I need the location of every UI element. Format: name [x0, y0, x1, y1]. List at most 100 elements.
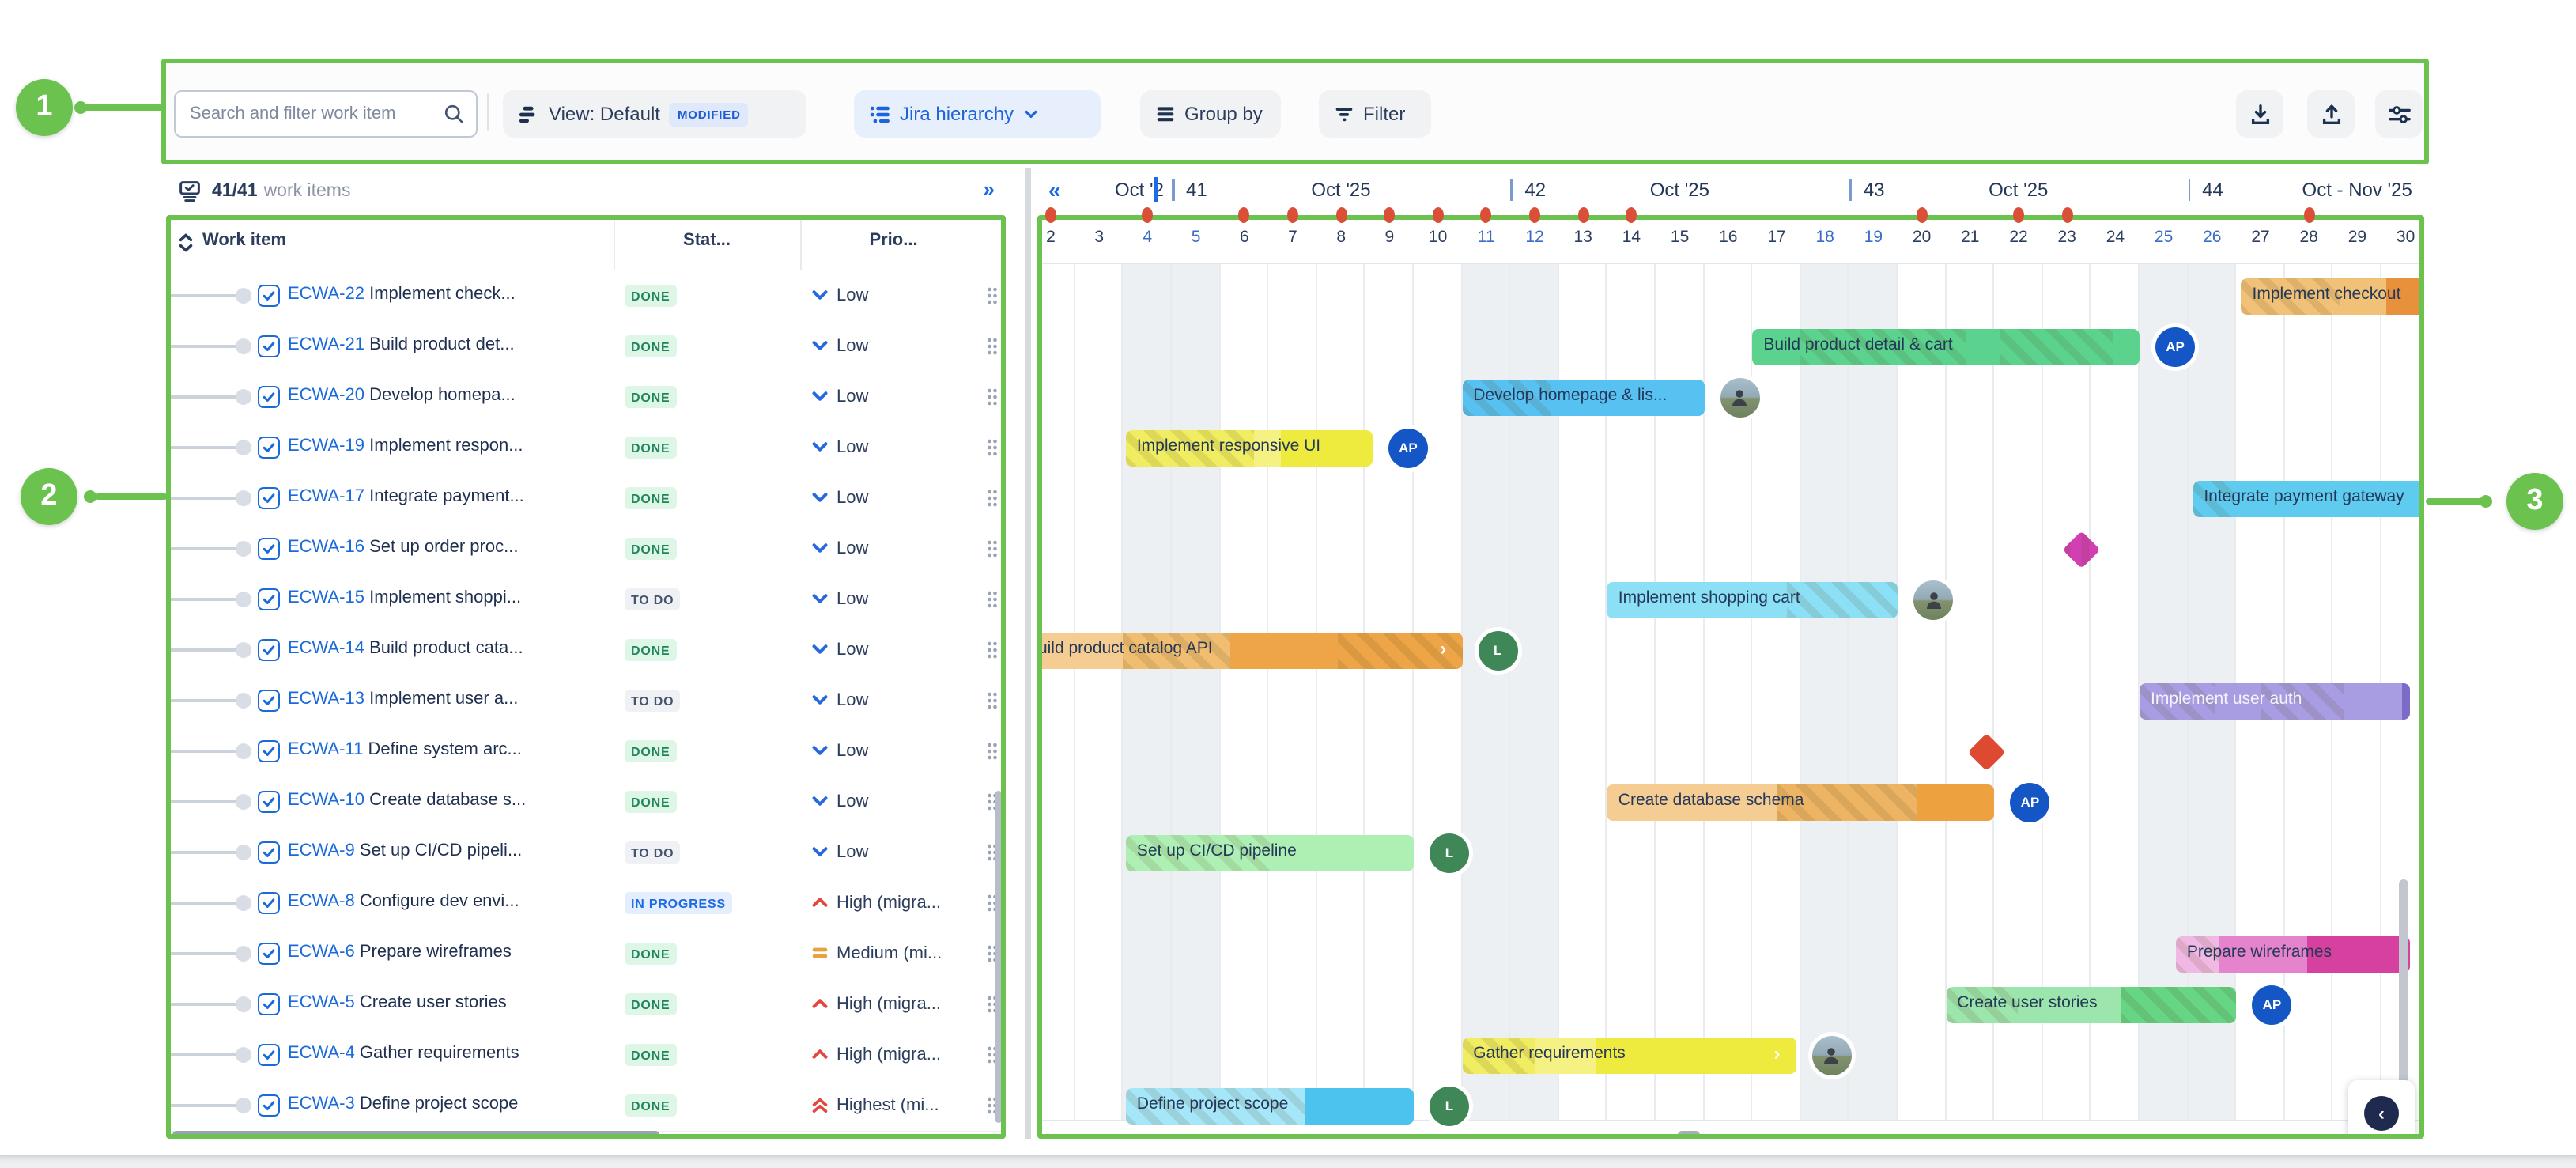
work-item-key[interactable]: ECWA-17 Integrate payment...: [288, 487, 524, 506]
priority-cell[interactable]: High (migra...: [810, 892, 941, 913]
release-marker-dot[interactable]: [1045, 207, 1056, 223]
status-badge[interactable]: DONE: [625, 740, 677, 762]
status-badge[interactable]: DONE: [625, 386, 677, 408]
avatar-initials[interactable]: L: [1430, 1086, 1469, 1125]
work-item-key[interactable]: ECWA-19 Implement respon...: [288, 437, 523, 455]
work-item-checkbox[interactable]: [258, 486, 280, 508]
priority-cell[interactable]: Low: [810, 386, 868, 406]
gantt-bar[interactable]: Gather requirements ›: [1462, 1037, 1796, 1073]
expand-panel-icon[interactable]: »: [983, 177, 995, 201]
date-label[interactable]: 23: [2057, 228, 2076, 247]
work-item-row[interactable]: ECWA-14 Build product cata... DONE Low: [166, 625, 1006, 677]
release-marker-dot[interactable]: [2061, 207, 2073, 223]
date-label[interactable]: 6: [1239, 228, 1249, 247]
work-item-row[interactable]: ECWA-6 Prepare wireframes DONE Medium (mi.…: [166, 928, 1006, 981]
work-item-key[interactable]: ECWA-5 Create user stories: [288, 993, 507, 1012]
work-item-checkbox[interactable]: [258, 385, 280, 407]
work-item-key[interactable]: ECWA-11 Define system arc...: [288, 740, 522, 759]
search-box[interactable]: [174, 90, 478, 138]
work-item-checkbox[interactable]: [258, 689, 280, 711]
work-item-key[interactable]: ECWA-14 Build product cata...: [288, 639, 523, 658]
priority-cell[interactable]: Low: [810, 841, 868, 862]
avatar-initials[interactable]: AP: [2252, 985, 2292, 1024]
release-marker-dot[interactable]: [2303, 207, 2315, 223]
priority-cell[interactable]: Low: [810, 335, 868, 356]
gantt-bar[interactable]: Implement shopping cart: [1607, 581, 1898, 618]
timeline-prev-icon[interactable]: «: [1048, 177, 1061, 202]
gantt-bar[interactable]: Develop homepage & lis...: [1462, 379, 1705, 415]
gantt-bar[interactable]: Build product detail & cart: [1752, 328, 2140, 365]
work-item-row[interactable]: ECWA-13 Implement user a... TO DO Low: [166, 675, 1006, 728]
work-item-key[interactable]: ECWA-13 Implement user a...: [288, 690, 519, 709]
drag-handle-icon[interactable]: [987, 641, 998, 660]
work-item-row[interactable]: ECWA-5 Create user stories DONE High (migr…: [166, 979, 1006, 1031]
work-item-key[interactable]: ECWA-16 Set up order proc...: [288, 538, 519, 557]
date-label[interactable]: 26: [2203, 228, 2222, 247]
priority-cell[interactable]: Low: [810, 740, 868, 761]
priority-cell[interactable]: Low: [810, 639, 868, 660]
avatar-initials[interactable]: L: [1430, 833, 1469, 872]
gantt-bar[interactable]: Implement responsive UI: [1125, 429, 1373, 466]
work-item-checkbox[interactable]: [258, 1043, 280, 1065]
date-label[interactable]: 22: [2009, 228, 2028, 247]
work-item-key[interactable]: ECWA-10 Create database s...: [288, 791, 527, 810]
status-badge[interactable]: TO DO: [625, 841, 681, 864]
work-item-row[interactable]: ECWA-20 Develop homepa... DONE Low: [166, 372, 1006, 424]
work-item-key[interactable]: ECWA-15 Implement shoppi...: [288, 588, 522, 607]
work-item-key[interactable]: ECWA-21 Build product det...: [288, 335, 515, 354]
date-label[interactable]: 15: [1670, 228, 1690, 247]
work-item-row[interactable]: ECWA-9 Set up CI/CD pipeli... TO DO Low: [166, 827, 1006, 879]
work-item-key[interactable]: ECWA-6 Prepare wireframes: [288, 943, 512, 962]
drag-handle-icon[interactable]: [987, 691, 998, 710]
gantt-bar[interactable]: Prepare wireframes: [2175, 936, 2411, 972]
work-item-key[interactable]: ECWA-20 Develop homepa...: [288, 386, 516, 405]
work-item-row[interactable]: ECWA-22 Implement check... DONE Low: [166, 270, 1006, 323]
priority-cell[interactable]: Medium (mi...: [810, 943, 942, 963]
status-badge[interactable]: DONE: [625, 538, 677, 560]
drag-handle-icon[interactable]: [987, 539, 998, 558]
date-label[interactable]: 12: [1525, 228, 1544, 247]
drag-handle-icon[interactable]: [987, 590, 998, 609]
date-label[interactable]: 20: [1912, 228, 1932, 247]
work-item-checkbox[interactable]: [258, 739, 280, 762]
work-item-key[interactable]: ECWA-8 Configure dev envi...: [288, 892, 519, 911]
avatar-initials[interactable]: AP: [2010, 782, 2050, 822]
priority-cell[interactable]: Low: [810, 538, 868, 558]
date-label[interactable]: 30: [2396, 228, 2415, 247]
group-by-button[interactable]: Group by: [1140, 90, 1281, 138]
drag-handle-icon[interactable]: [987, 742, 998, 761]
work-item-row[interactable]: ECWA-17 Integrate payment... DONE Low: [166, 473, 1006, 525]
release-marker-dot[interactable]: [1432, 207, 1444, 223]
gantt-bar[interactable]: Create database schema: [1607, 784, 1995, 820]
release-marker-dot[interactable]: [1916, 207, 1928, 223]
vertical-scrollbar-thumb[interactable]: [995, 791, 1003, 1123]
date-label[interactable]: 3: [1094, 228, 1105, 247]
upload-button[interactable]: [2307, 90, 2355, 138]
date-label[interactable]: 7: [1288, 228, 1297, 247]
work-item-checkbox[interactable]: [258, 790, 280, 812]
work-item-checkbox[interactable]: [258, 335, 280, 357]
priority-cell[interactable]: Low: [810, 588, 868, 609]
date-label[interactable]: 14: [1622, 228, 1641, 247]
date-label[interactable]: 11: [1477, 228, 1495, 247]
gantt-bar[interactable]: Implement user auth: [2140, 682, 2411, 719]
collapse-panel-button[interactable]: ‹: [2348, 1080, 2415, 1139]
work-item-checkbox[interactable]: [258, 638, 280, 660]
date-label[interactable]: 16: [1719, 228, 1738, 247]
drag-handle-icon[interactable]: [987, 286, 998, 305]
status-badge[interactable]: DONE: [625, 1094, 677, 1117]
date-label[interactable]: 25: [2154, 228, 2174, 247]
panel-splitter[interactable]: [1024, 168, 1030, 1139]
status-badge[interactable]: DONE: [625, 285, 677, 307]
work-item-row[interactable]: ECWA-16 Set up order proc... DONE Low: [166, 524, 1006, 576]
work-item-key[interactable]: ECWA-22 Implement check...: [288, 285, 516, 304]
date-label[interactable]: 27: [2251, 228, 2270, 247]
date-label[interactable]: 24: [2106, 228, 2125, 247]
date-label[interactable]: 17: [1767, 228, 1786, 247]
work-item-checkbox[interactable]: [258, 891, 280, 913]
drag-handle-icon[interactable]: [987, 337, 998, 356]
work-item-checkbox[interactable]: [258, 841, 280, 863]
work-item-row[interactable]: ECWA-19 Implement respon... DONE Low: [166, 422, 1006, 474]
gantt-bar[interactable]: Define project scope: [1125, 1087, 1414, 1124]
work-item-key[interactable]: ECWA-3 Define project scope: [288, 1094, 519, 1113]
